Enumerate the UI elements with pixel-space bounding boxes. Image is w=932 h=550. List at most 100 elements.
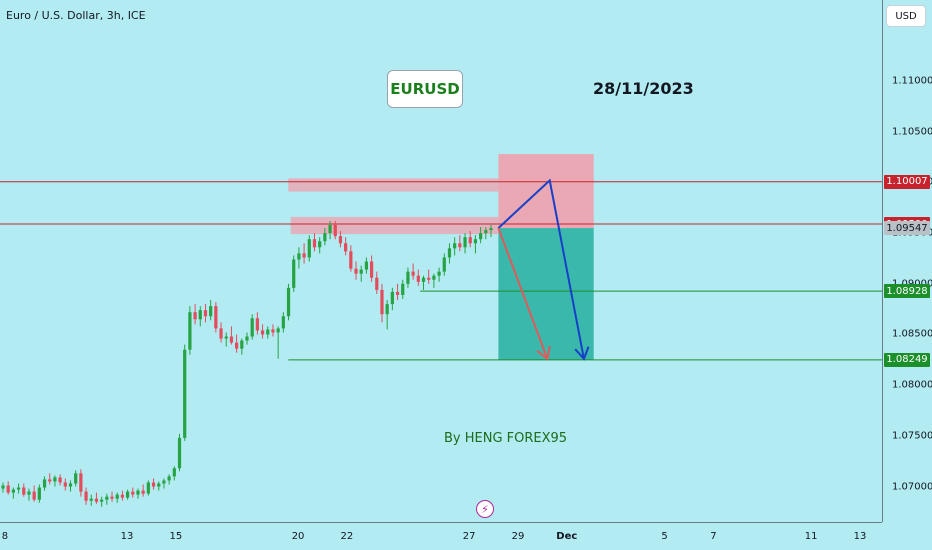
candle-body <box>411 271 415 276</box>
candle-body <box>437 271 441 276</box>
candle-body <box>27 491 31 495</box>
candle-body <box>401 283 405 295</box>
candle-body <box>453 243 457 249</box>
candle-body <box>6 485 10 493</box>
candle-body <box>100 499 104 502</box>
price-tick-label: 1.11000 <box>892 75 932 87</box>
candle-body <box>281 316 285 329</box>
time-tick-label: 27 <box>462 531 476 542</box>
time-tick-label: 5 <box>661 531 668 542</box>
candle-body <box>364 261 369 270</box>
candle-body <box>427 277 431 280</box>
candle-body <box>89 498 93 501</box>
price-chart[interactable] <box>0 0 882 522</box>
time-tick-label: 13 <box>120 531 134 542</box>
candle-body <box>157 483 161 487</box>
projection-arrowhead-blue-path <box>574 346 590 361</box>
candle-body <box>183 349 187 438</box>
price-tick-label: 1.08500 <box>892 328 932 340</box>
candle-body <box>489 228 493 231</box>
candle-body <box>473 239 478 244</box>
stop-loss-zone <box>498 154 594 229</box>
supply-zone-1 <box>288 178 499 192</box>
time-tick-label: 22 <box>340 531 354 542</box>
candle-body <box>344 243 348 252</box>
time-tick-label: 13 <box>853 531 867 542</box>
candle-body <box>447 248 452 258</box>
candle-body <box>105 496 109 500</box>
candle-body <box>188 312 192 350</box>
candle-body <box>235 342 239 349</box>
candle-body <box>318 241 322 248</box>
candle-body <box>58 477 62 483</box>
time-tick-label: Dec <box>556 531 578 542</box>
candle-body <box>172 468 176 477</box>
candle-body <box>369 261 374 278</box>
candle-body <box>193 312 197 320</box>
candle-body <box>84 491 88 501</box>
candle-body <box>390 291 394 305</box>
price-tick-label: 1.07000 <box>892 481 932 493</box>
candle-body <box>131 491 135 495</box>
candle-body <box>214 306 218 329</box>
time-tick-label: 29 <box>511 531 525 542</box>
candle-body <box>266 329 270 335</box>
price-tick-label: 1.10500 <box>892 126 932 138</box>
time-tick-label: 8 <box>1 531 9 542</box>
candle-body <box>198 310 202 320</box>
currency-button[interactable]: USD <box>886 5 926 27</box>
projection-red-path <box>497 227 549 360</box>
candle-body <box>255 318 259 331</box>
candle-body <box>479 233 483 240</box>
candles-layer <box>1 220 493 507</box>
candle-body <box>432 275 436 280</box>
candle-body <box>406 271 410 284</box>
candle-body <box>463 237 467 248</box>
candle-body <box>385 304 389 315</box>
candle-body <box>68 483 73 487</box>
candle-body <box>276 328 280 333</box>
candle-body <box>125 491 130 498</box>
candle-body <box>167 476 171 481</box>
candle-body <box>312 239 317 248</box>
price-badge-target-1: 1.08928 <box>884 284 930 299</box>
time-axis-divider <box>0 522 882 523</box>
supply-zone-2 <box>290 216 499 235</box>
pair-label[interactable]: EURUSD <box>387 70 463 108</box>
date-annotation[interactable]: 28/11/2023 <box>593 79 694 98</box>
candle-body <box>209 306 213 317</box>
time-tick-label: 15 <box>169 531 183 542</box>
candle-body <box>151 482 156 487</box>
candle-body <box>1 485 5 489</box>
candle-body <box>32 491 36 500</box>
candle-body <box>323 233 327 242</box>
candle-body <box>16 487 21 490</box>
candle-body <box>110 496 114 499</box>
candle-body <box>229 336 234 343</box>
zones-layer <box>288 154 594 360</box>
candle-body <box>79 473 83 492</box>
candle-body <box>307 239 311 258</box>
price-tick-label: 1.07500 <box>892 430 932 442</box>
time-tick-label: 7 <box>710 531 717 542</box>
credit-annotation[interactable]: By HENG FOREX95 <box>444 431 568 446</box>
candle-body <box>136 490 140 495</box>
symbol-title: Euro / U.S. Dollar, 3h, ICE <box>6 9 146 22</box>
candle-body <box>53 477 57 482</box>
candle-body <box>359 269 363 274</box>
candle-body <box>395 291 400 295</box>
candle-body <box>302 253 306 258</box>
projection-blue-path <box>497 178 585 359</box>
candle-body <box>224 336 228 339</box>
lightning-icon[interactable]: ⚡ <box>476 500 494 518</box>
candle-body <box>42 479 47 488</box>
candle-body <box>162 480 166 484</box>
candle-body <box>22 487 26 495</box>
levels-layer <box>0 181 882 361</box>
candle-body <box>245 336 249 341</box>
candle-body <box>115 494 119 499</box>
candle-body <box>354 268 358 274</box>
candle-body <box>297 253 301 260</box>
candle-body <box>141 490 145 494</box>
